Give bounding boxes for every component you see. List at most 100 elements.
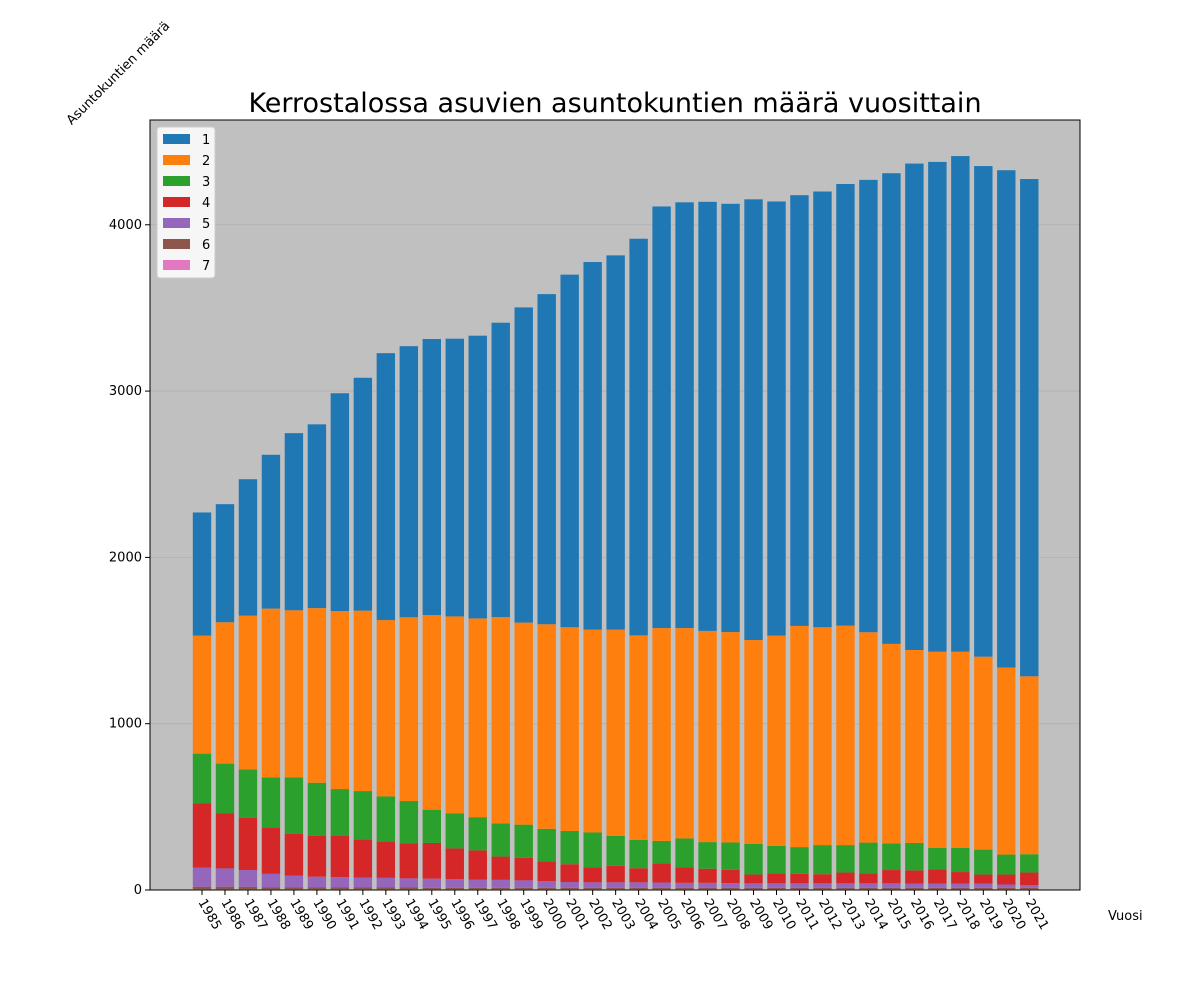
- bar-segment: [974, 166, 993, 657]
- bar-segment: [192, 512, 212, 636]
- bar-segment: [353, 610, 373, 792]
- bar-segment: [606, 835, 625, 866]
- bar-segment: [928, 869, 947, 884]
- bar-segment: [514, 857, 533, 881]
- y-tick-label: 2000: [109, 550, 142, 565]
- legend: 1 2 3 4 5 6 7: [156, 126, 216, 279]
- legend-swatch: [163, 239, 190, 249]
- bar-segment: [698, 630, 717, 843]
- bar-segment: [399, 878, 419, 888]
- bar-segment: [330, 887, 350, 890]
- legend-label: 2: [202, 154, 210, 169]
- bar-segment: [261, 887, 281, 890]
- bar-segment: [721, 632, 740, 843]
- bar-segment: [491, 887, 510, 890]
- bar-segment: [261, 608, 281, 778]
- bar-segment: [974, 883, 993, 888]
- legend-label: 6: [202, 238, 210, 253]
- bar-segment: [376, 620, 396, 797]
- bar-segment: [629, 887, 648, 890]
- bar-segment: [836, 184, 855, 626]
- bar-segment: [744, 640, 763, 844]
- bar-segment: [491, 823, 510, 857]
- bar-segment: [974, 874, 993, 884]
- bar-segment: [215, 622, 235, 764]
- legend-swatch: [163, 176, 190, 186]
- bar-segment: [652, 882, 671, 888]
- bar-segment: [583, 832, 602, 868]
- bar-segment: [790, 847, 809, 874]
- legend-label: 3: [202, 175, 210, 190]
- bar-segment: [445, 887, 464, 890]
- bar-segment: [491, 856, 510, 880]
- bar-segment: [675, 202, 694, 629]
- bar-segment: [468, 879, 487, 888]
- bar-segment: [698, 201, 717, 631]
- bar-segment: [767, 873, 786, 884]
- bar-segment: [192, 867, 212, 887]
- bar-segment: [192, 753, 212, 804]
- bar-segment: [491, 617, 510, 824]
- bar-segment: [514, 880, 533, 888]
- bar-segment: [721, 883, 740, 888]
- bar-segment: [560, 627, 579, 831]
- bar-segment: [836, 845, 855, 873]
- bar-segment: [652, 887, 671, 890]
- y-axis: 0 1000 2000 3000 4000: [109, 218, 150, 898]
- bar-segment: [537, 881, 556, 888]
- y-tick-label: 3000: [109, 384, 142, 399]
- bar-segment: [399, 887, 419, 890]
- bar-segment: [767, 845, 786, 874]
- bar-segment: [721, 869, 740, 884]
- bar-segment: [491, 322, 510, 618]
- bar-segment: [215, 504, 235, 623]
- bar-segment: [399, 346, 419, 618]
- bar-segment: [813, 874, 832, 884]
- bar-segment: [468, 335, 487, 619]
- bar-segment: [583, 262, 602, 630]
- legend-swatch: [163, 260, 190, 270]
- bar-segment: [790, 195, 809, 626]
- bar-segment: [836, 883, 855, 888]
- bar-segment: [376, 877, 396, 888]
- bar-segment: [905, 883, 924, 888]
- bar-segment: [238, 769, 258, 818]
- bar-segment: [560, 882, 579, 888]
- bar-segment: [629, 868, 648, 883]
- bar-segment: [468, 618, 487, 818]
- bar-segment: [238, 817, 258, 871]
- bar-segment: [859, 632, 878, 843]
- bar-segment: [698, 882, 717, 888]
- bar-segment: [422, 615, 441, 810]
- bar-segment: [192, 635, 212, 754]
- bar-segment: [560, 830, 579, 865]
- bar-segment: [905, 870, 924, 884]
- bar-segment: [514, 622, 533, 825]
- bar-segment: [1020, 885, 1039, 888]
- bar-segment: [560, 864, 579, 883]
- bar-segment: [859, 887, 878, 890]
- bar-segment: [215, 813, 235, 869]
- bar-segment: [606, 255, 625, 630]
- bar-segment: [376, 887, 396, 890]
- bar-segment: [537, 294, 556, 625]
- bar-segment: [468, 817, 487, 851]
- bar-segment: [813, 191, 832, 628]
- legend-label: 7: [202, 259, 210, 274]
- bar-segment: [997, 884, 1016, 888]
- bar-segment: [238, 615, 258, 770]
- bar-segment: [353, 377, 373, 611]
- bar-segment: [583, 882, 602, 888]
- bar-segment: [307, 835, 327, 877]
- bar-segment: [652, 206, 671, 629]
- bar-segment: [951, 887, 970, 890]
- bar-segment: [560, 887, 579, 890]
- legend-swatch: [163, 197, 190, 207]
- bar-segment: [951, 872, 970, 884]
- chart-title: Kerrostalossa asuvien asuntokuntien määr…: [248, 88, 981, 119]
- bar-segment: [928, 847, 947, 870]
- bar-segment: [629, 238, 648, 636]
- y-axis-label: Asuntokuntien määrä: [64, 19, 173, 128]
- bar-segment: [767, 201, 786, 636]
- bar-segment: [928, 883, 947, 888]
